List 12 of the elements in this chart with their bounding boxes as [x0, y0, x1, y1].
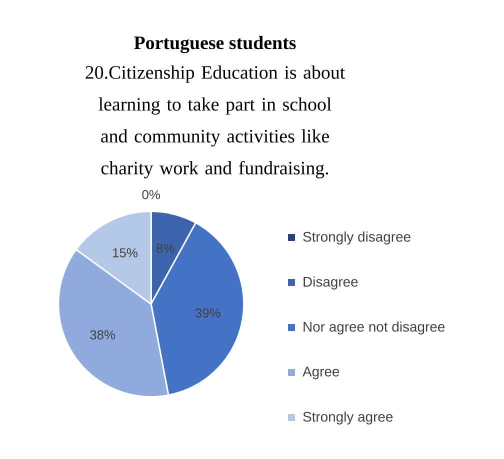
data-label: 8% [156, 244, 174, 253]
legend-label: Agree [302, 366, 340, 380]
legend-label: Disagree [304, 276, 358, 290]
data-label: 38% [90, 330, 116, 340]
legend-label: Strongly disagree [303, 231, 410, 244]
data-label: 15% [113, 248, 138, 258]
chart-title: Portuguese students [134, 36, 296, 54]
text: 0% [142, 190, 160, 200]
legend-label: Strongly agree [303, 411, 393, 424]
data-label: 39% [195, 308, 220, 318]
chart-subtitle: 20.Citizenship Education is about learning to take part in school and community activities like charity work and fundraising. [86, 66, 346, 178]
legend-label: Nor agree not disagree [304, 321, 445, 334]
